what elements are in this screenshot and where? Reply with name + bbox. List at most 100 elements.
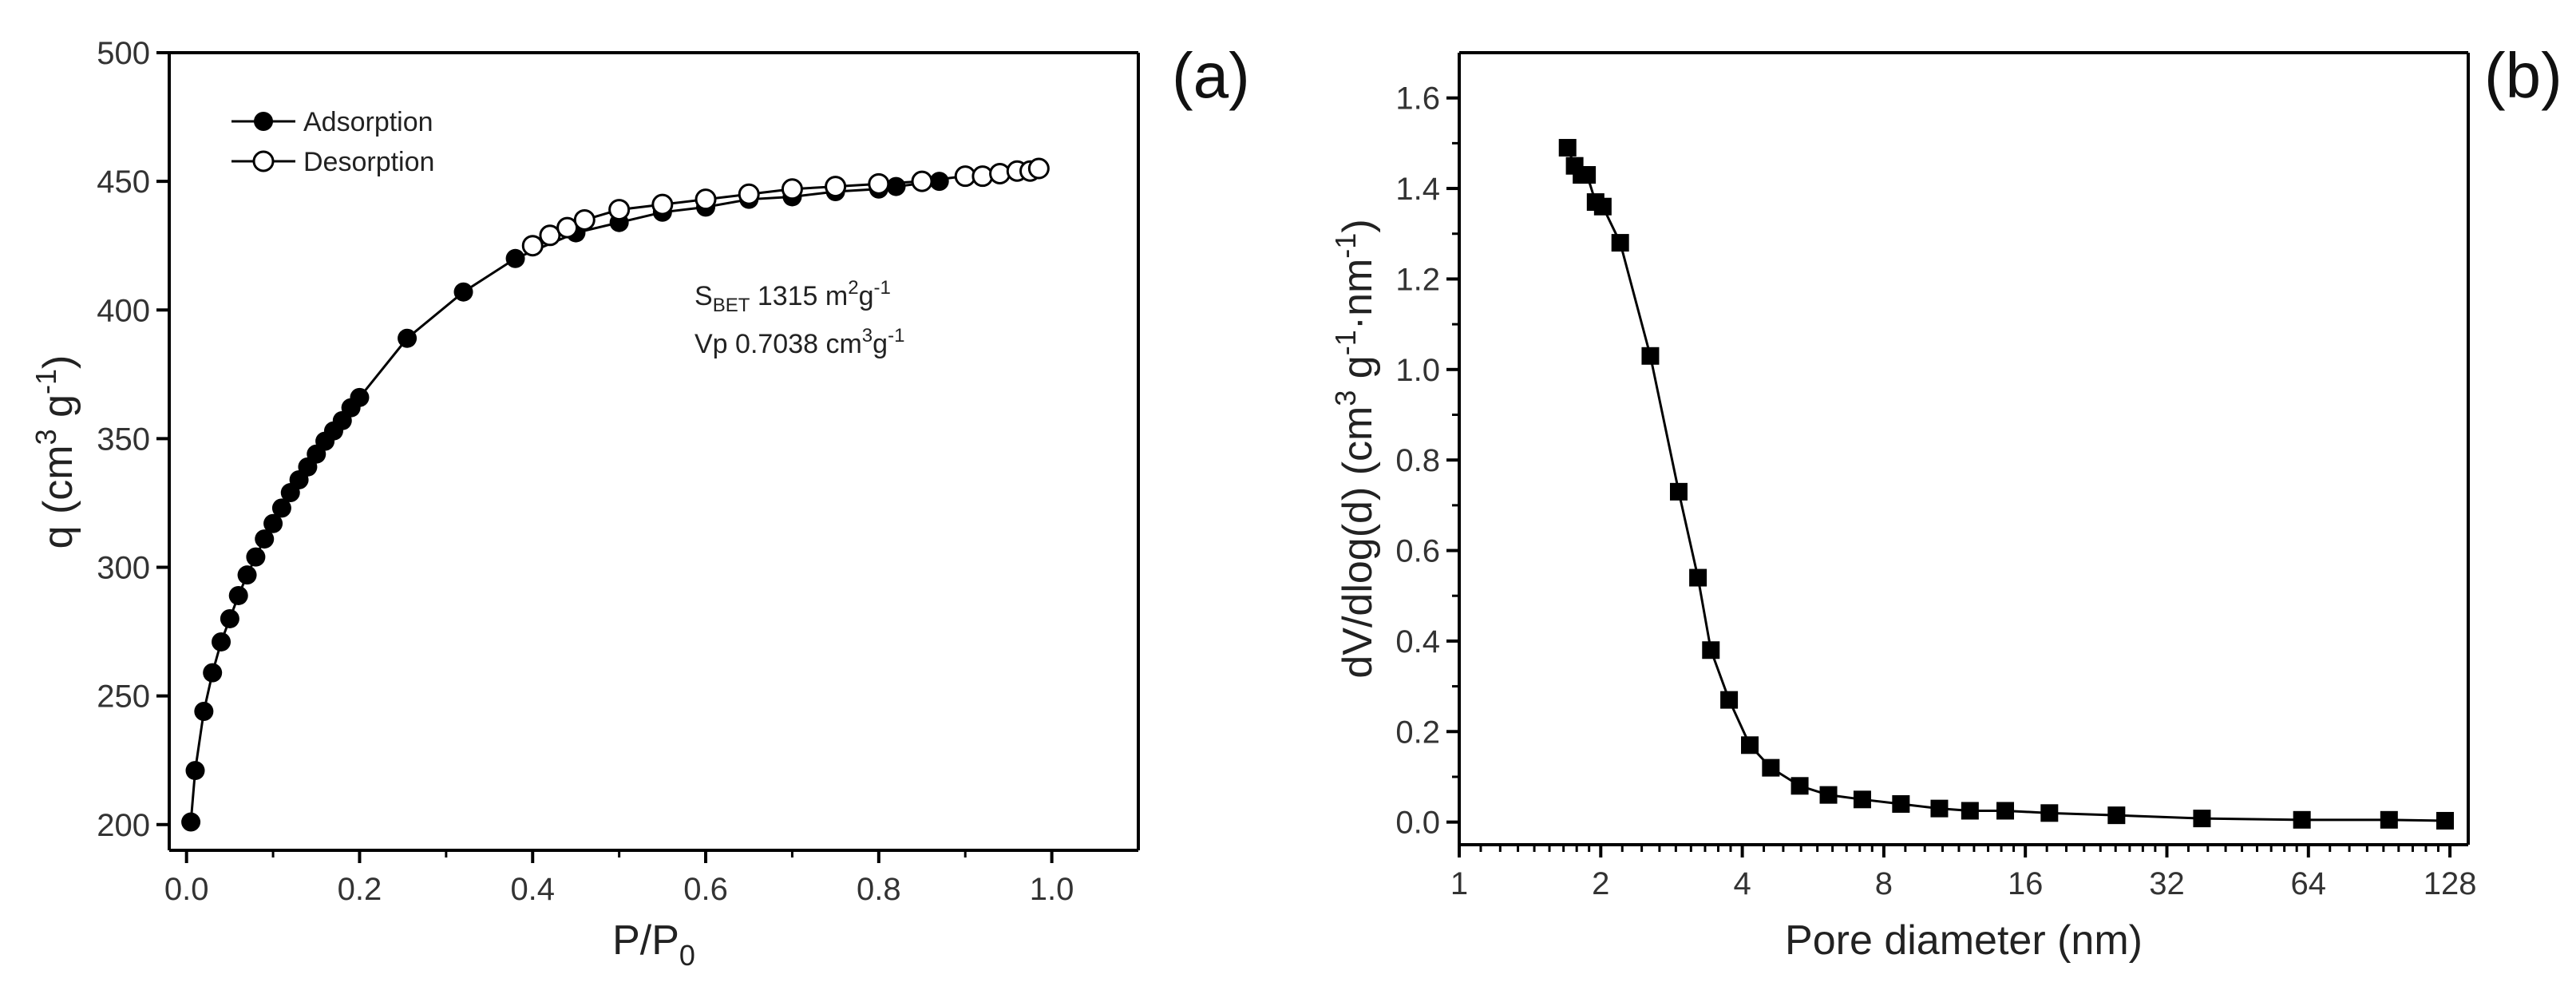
chart-b-y-tick-label: 0.0 (1395, 806, 1440, 841)
chart-a-y-tick-label: 450 (97, 164, 150, 200)
chart-a-data-point (181, 812, 201, 832)
chart-a-data-point (246, 547, 266, 567)
chart-a-data-point (825, 176, 847, 198)
chart-b-data-point (1819, 786, 1838, 804)
chart-a-x-tick-label: 0.2 (338, 872, 382, 907)
chart-b-y-tick-label: 1.2 (1395, 262, 1440, 297)
chart-b-data-point (2293, 810, 2311, 829)
chart-a-x-ticks: 0.0 0.2 0.4 0.6 0.8 1.0 (164, 850, 1074, 907)
chart-a-data-point (556, 216, 579, 239)
chart-b-data-point (1741, 736, 1759, 754)
chart-a-data-point (694, 188, 717, 211)
chart-a-data-point (237, 565, 257, 585)
chart-a-data-point (608, 199, 631, 221)
legend-desorption-marker (252, 150, 275, 172)
chart-a-y-tick-label: 250 (97, 679, 150, 715)
chart-b-data-point (1558, 139, 1577, 157)
chart-a-data-point (886, 176, 906, 196)
chart-b-x-tick-label: 4 (1733, 866, 1751, 901)
chart-a-data-point (539, 224, 561, 247)
chart-a-y-tick-label: 500 (97, 36, 150, 71)
chart-a-data-point (350, 387, 370, 407)
legend-adsorption-label: Adsorption (303, 107, 433, 137)
chart-b-x-tick-label: 8 (1875, 866, 1893, 901)
chart-a-series-line (189, 180, 940, 822)
chart-a-x-tick-label: 1.0 (1030, 872, 1074, 907)
chart-a-legend: Adsorption Desorption (231, 107, 434, 177)
chart-a-y-tick-label: 400 (97, 293, 150, 328)
chart-a: 0.0 0.2 0.4 0.6 0.8 1.0 200 250 300 350 400 450 500… (30, 36, 1250, 972)
chart-b-data-point (1930, 799, 1949, 818)
chart-a-data-point (212, 632, 231, 651)
chart-a-adsorption-series (181, 172, 949, 832)
chart-a-data-point (868, 172, 890, 195)
chart-a-data-point (453, 282, 473, 302)
chart-b-y-ticks: 0.0 0.2 0.4 0.6 0.8 1.0 1.2 1.4 1.6 (1395, 81, 1459, 841)
chart-a-y-tick-label: 350 (97, 422, 150, 457)
chart-a-data-point (521, 235, 544, 257)
chart-b-y-tick-label: 0.6 (1395, 534, 1440, 569)
chart-b-x-tick-label: 1 (1450, 866, 1468, 901)
chart-b-data-point (1689, 568, 1707, 587)
chart-b-y-tick-label: 0.4 (1395, 624, 1440, 659)
chart-b-x-tick-label: 16 (2008, 866, 2044, 901)
chart-b-data-point (1669, 482, 1688, 501)
chart-b-x-tick-label: 2 (1592, 866, 1609, 901)
chart-a-panel-label: (a) (1172, 40, 1250, 111)
legend-desorption-label: Desorption (303, 147, 434, 177)
chart-a-data-point (971, 165, 994, 188)
chart-a-data-point (505, 248, 525, 268)
chart-a-sbet-annotation: SBET 1315 m2g-1 (694, 277, 891, 316)
chart-a-y-tick-label: 300 (97, 551, 150, 586)
chart-b-data-point (1996, 802, 2015, 820)
chart-b-data-point (2380, 810, 2398, 829)
chart-a-x-tick-label: 0.8 (857, 872, 901, 907)
chart-a-data-point (255, 529, 275, 549)
chart-b-data-point (1791, 777, 1809, 795)
chart-b-y-tick-label: 1.4 (1395, 172, 1440, 207)
chart-b-data-point (1641, 347, 1660, 365)
chart-a-data-point (1027, 157, 1050, 180)
chart-b-panel-label: (b) (2484, 40, 2562, 111)
chart-a-data-point (989, 162, 1011, 184)
chart-b-data-point (1611, 234, 1629, 252)
legend-adsorption-marker (254, 112, 273, 131)
chart-a-data-point (738, 183, 760, 205)
chart-b-data-point (1892, 794, 1910, 813)
chart-b-data-point (2040, 804, 2059, 822)
chart-a-data-point (781, 178, 803, 200)
chart-b-x-tick-label: 32 (2149, 866, 2185, 901)
chart-b-y-tick-label: 0.2 (1395, 715, 1440, 750)
chart-b-y-axis-title: dV/dlog(d) (cm3 g-1·nm-1) (1329, 219, 1381, 678)
chart-a-desorption-series (521, 157, 1050, 257)
chart-b-data-point (1702, 641, 1720, 659)
chart-a-data-point (398, 328, 417, 348)
chart-b-data-point (1720, 691, 1739, 709)
chart-b-data-point (1578, 166, 1597, 184)
chart-a-data-point (651, 193, 674, 216)
chart-b-y-tick-label: 1.0 (1395, 353, 1440, 388)
chart-a-data-point (263, 513, 283, 533)
chart-a-x-tick-label: 0.6 (683, 872, 728, 907)
chart-a-data-point (573, 208, 596, 231)
chart-a-data-point (220, 608, 239, 628)
chart-a-data-point (194, 701, 214, 721)
chart-b-x-tick-label: 128 (2424, 866, 2477, 901)
chart-b-data-point (2193, 810, 2211, 828)
chart-b-data-point (2107, 806, 2126, 825)
chart-b-y-tick-label: 0.8 (1395, 443, 1440, 478)
chart-b-series-line (1566, 147, 2446, 822)
chart-b-data-point (1593, 197, 1612, 216)
chart-b: 1 2 4 8 16 32 64 128 0.0 0.2 0.4 0.6 0.8 1.0 1.2 1.4 1.… (1329, 40, 2562, 964)
chart-b-data-point (1853, 790, 1871, 809)
chart-b-y-tick-label: 1.6 (1395, 81, 1440, 117)
chart-b-data-point (2436, 811, 2455, 830)
chart-a-data-point (271, 498, 291, 518)
chart-b-x-tick-label: 64 (2291, 866, 2327, 901)
chart-a-vp-annotation: Vp 0.7038 cm3g-1 (694, 325, 904, 359)
chart-a-data-point (203, 663, 223, 683)
chart-a-data-point (228, 585, 248, 605)
chart-a-y-axis-title: q (cm3 g-1) (30, 355, 81, 549)
chart-a-y-ticks: 200 250 300 350 400 450 500 (97, 36, 169, 843)
